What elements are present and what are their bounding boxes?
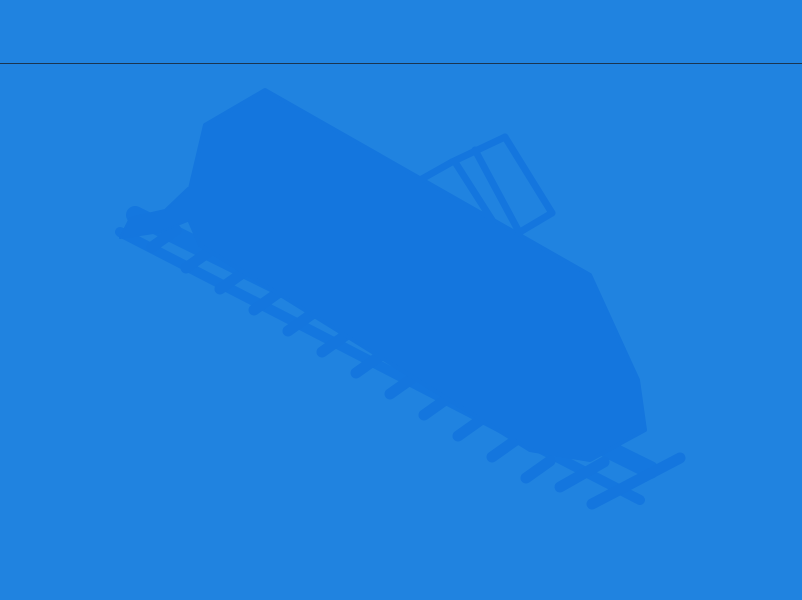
top-bar: [0, 0, 802, 64]
